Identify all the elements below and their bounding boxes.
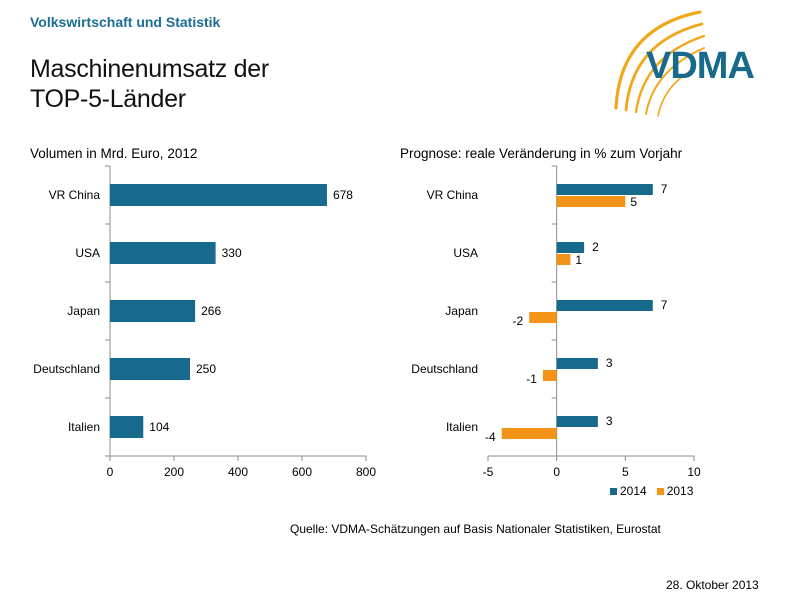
date-label: 28. Oktober 2013 — [666, 578, 759, 592]
left-bar-value-label: 250 — [196, 362, 216, 376]
right-bar-value-label-2014: 3 — [606, 356, 613, 370]
left-category-label: USA — [75, 246, 100, 260]
right-bar-2013 — [529, 312, 557, 323]
right-bar-value-label-2014: 7 — [661, 298, 668, 312]
right-bar-value-label-2013: -4 — [485, 430, 496, 444]
page-title-line-1: Maschinenumsatz der — [30, 55, 269, 83]
right-bar-value-label-2014: 7 — [661, 182, 668, 196]
vdma-logo: VDMA — [614, 10, 755, 117]
legend-swatch-2014 — [610, 487, 617, 495]
logo-arcs — [614, 10, 706, 117]
right-bar-2013 — [556, 254, 571, 265]
legend: 2014 2013 — [610, 484, 699, 498]
right-bar-2013 — [556, 196, 626, 207]
right-bar-value-label-2013: 1 — [575, 253, 582, 267]
right-x-tick-label: 5 — [622, 465, 629, 479]
left-x-tick-label: 400 — [228, 465, 248, 479]
right-category-label: Deutschland — [411, 362, 478, 376]
left-bar — [110, 416, 144, 438]
legend-item-2013: 2013 — [656, 484, 694, 498]
page-title: Maschinenumsatz der TOP-5-Länder — [30, 54, 269, 114]
right-bar-value-label-2014: 2 — [592, 240, 599, 254]
right-x-tick-label: 10 — [687, 465, 701, 479]
left-bar-value-label: 266 — [201, 304, 221, 318]
right-bar-value-label-2013: 5 — [630, 195, 637, 209]
right-bar-2014 — [556, 300, 653, 311]
left-category-label: Japan — [67, 304, 100, 318]
right-bar-2014 — [556, 184, 653, 195]
right-chart-title: Prognose: reale Veränderung in % zum Vor… — [400, 146, 683, 161]
left-x-tick-label: 600 — [292, 465, 312, 479]
left-x-tick-label: 0 — [107, 465, 114, 479]
right-bar-value-label-2013: -2 — [513, 314, 524, 328]
left-category-label: Italien — [68, 420, 100, 434]
right-category-label: VR China — [427, 188, 479, 202]
right-x-tick-label: 0 — [553, 465, 560, 479]
section-label: Volkswirtschaft und Statistik — [30, 14, 221, 30]
left-chart-title: Volumen in Mrd. Euro, 2012 — [30, 146, 198, 161]
right-bar-value-label-2014: 3 — [606, 414, 613, 428]
left-bar — [110, 184, 327, 206]
left-bar — [110, 358, 190, 380]
right-bar-2013 — [542, 370, 557, 381]
left-bar-value-label: 104 — [149, 420, 169, 434]
right-category-label: Italien — [446, 420, 478, 434]
right-bar-2014 — [556, 242, 585, 253]
right-x-tick-label: -5 — [483, 465, 494, 479]
right-category-label: USA — [453, 246, 478, 260]
logo-text: VDMA — [646, 45, 754, 87]
left-bar — [110, 300, 196, 322]
left-category-label: VR China — [49, 188, 101, 202]
right-bar-value-label-2013: -1 — [526, 372, 537, 386]
right-bar-2014 — [556, 358, 598, 369]
left-bar-value-label: 330 — [222, 246, 242, 260]
source-note: Quelle: VDMA-Schätzungen auf Basis Natio… — [290, 522, 661, 536]
right-bar-2014 — [556, 416, 598, 427]
right-bar-2013 — [501, 428, 557, 439]
legend-item-2014: 2014 — [610, 484, 647, 498]
left-x-tick-label: 800 — [356, 465, 376, 479]
legend-swatch-2013 — [656, 487, 664, 495]
left-x-tick-label: 200 — [164, 465, 184, 479]
left-bar — [110, 242, 216, 264]
legend-label-2014: 2014 — [620, 484, 647, 498]
left-bar-value-label: 678 — [333, 188, 353, 202]
right-category-label: Japan — [445, 304, 478, 318]
left-category-label: Deutschland — [33, 362, 100, 376]
page-title-line-2: TOP-5-Länder — [30, 85, 186, 113]
legend-label-2013: 2013 — [666, 484, 694, 498]
